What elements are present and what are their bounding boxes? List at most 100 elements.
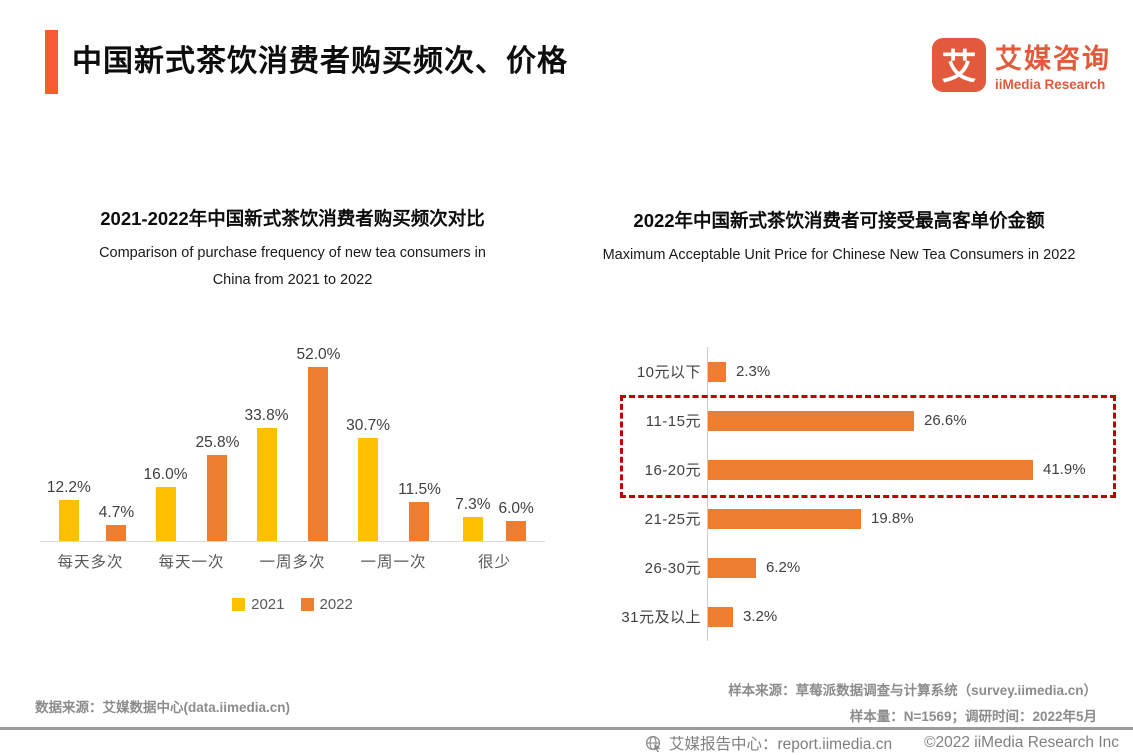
bar-2022 <box>409 502 430 541</box>
price-bar <box>708 410 914 431</box>
bar-value-label: 16.0% <box>143 466 188 483</box>
legend-swatch <box>232 598 246 611</box>
category-label: 每天一次 <box>158 554 225 571</box>
bar-value-label: 6.0% <box>498 500 534 517</box>
bar-2021 <box>358 438 379 541</box>
price-category-label: 16-20元 <box>644 462 701 479</box>
price-category-label: 21-25元 <box>644 511 701 528</box>
bar-group: 7.3% 6.0% <box>444 342 545 541</box>
price-value-label: 6.2% <box>766 559 801 576</box>
price-chart-title-cn: 2022年中国新式茶饮消费者可接受最高客单价金额 <box>633 210 1045 231</box>
bar-value-label: 4.7% <box>98 504 135 521</box>
bar-group: 33.8% 52.0% <box>242 342 343 541</box>
bar-value-label: 12.2% <box>46 479 91 496</box>
price-bar-area: 41.9% <box>707 445 1118 494</box>
price-category-label: 11-15元 <box>645 413 701 430</box>
bar-item: 25.8% <box>195 342 240 541</box>
price-value-label: 2.3% <box>736 363 771 380</box>
brand-name-en: iiMedia Research <box>995 77 1106 92</box>
brand-logo: 艾 艾媒咨询 iiMedia Research <box>932 37 1111 92</box>
bar-item: 16.0% <box>144 342 188 541</box>
price-row: 26-30元 6.2% <box>560 543 1118 592</box>
frequency-chart-title-en-line2: China from 2021 to 2022 <box>212 272 373 288</box>
bar-2021 <box>256 428 277 541</box>
frequency-chart-title-cn: 2021-2022年中国新式茶饮消费者购买频次对比 <box>100 208 485 229</box>
iimedia-logo-icon: 艾 <box>932 37 986 92</box>
bar-item: 30.7% <box>346 342 390 541</box>
footer-data-source: 数据来源：艾媒数据中心(data.iimedia.cn) <box>35 700 291 715</box>
frequency-chart-plot: 12.2% 4.7% 16.0% 25.8% 33.8% 52.0% 30.7% 11.5% 7… <box>40 342 545 542</box>
legend-item-2022: 2022 <box>300 596 353 613</box>
bar-2021 <box>462 517 483 541</box>
footer-sample-info: 样本量：N=1569；调研时间：2022年5月 <box>849 709 1097 724</box>
legend-label: 2021 <box>251 596 285 613</box>
bar-group: 30.7% 11.5% <box>343 342 444 541</box>
category-label: 一周一次 <box>360 554 427 571</box>
category-label: 很少 <box>477 554 511 571</box>
legend-swatch <box>300 598 314 611</box>
price-bar <box>708 508 861 529</box>
bar-value-label: 33.8% <box>244 407 289 424</box>
price-bar-area: 26.6% <box>707 396 1118 445</box>
bar-item: 52.0% <box>296 342 341 541</box>
report-center-text: 艾媒报告中心：report.iimedia.cn <box>669 736 893 753</box>
bar-item: 7.3% <box>455 342 491 541</box>
bar-value-label: 30.7% <box>346 417 391 434</box>
bar-2022 <box>308 367 329 541</box>
footer-sample-source: 样本来源：草莓派数据调查与计算系统（survey.iimedia.cn） <box>728 683 1097 698</box>
brand-logo-text: 艾媒咨询 iiMedia Research <box>995 37 1111 92</box>
legend-label: 2022 <box>319 596 353 613</box>
price-value-label: 3.2% <box>743 608 778 625</box>
copyright-text: ©2022 iiMedia Research Inc <box>924 734 1120 751</box>
bar-2021 <box>58 500 79 541</box>
frequency-chart-section: 2021-2022年中国新式茶饮消费者购买频次对比 Comparison of … <box>40 205 545 613</box>
price-bar <box>708 557 756 578</box>
frequency-chart-legend: 2021 2022 <box>40 596 545 613</box>
globe-cursor-icon <box>645 735 662 752</box>
bar-value-label: 25.8% <box>195 434 240 451</box>
price-category-label: 31元及以上 <box>621 609 701 626</box>
legend-item-2021: 2021 <box>232 596 285 613</box>
brand-name-cn: 艾媒咨询 <box>995 44 1111 74</box>
bottom-bar: 艾媒报告中心：report.iimedia.cn ©2022 iiMedia R… <box>645 732 1119 754</box>
bottom-divider <box>0 727 1133 730</box>
price-bar-area: 2.3% <box>707 347 1118 396</box>
frequency-chart-title-en-line1: Comparison of purchase frequency of new … <box>99 245 486 261</box>
price-row: 11-15元 26.6% <box>560 396 1118 445</box>
category-label: 每天多次 <box>57 554 124 571</box>
bar-2021 <box>155 487 176 541</box>
bar-group: 16.0% 25.8% <box>141 342 242 541</box>
price-chart-title-en: Maximum Acceptable Unit Price for Chines… <box>602 247 1076 263</box>
bar-item: 12.2% <box>47 342 91 541</box>
price-chart: 10元以下 2.3% 11-15元 26.6% 16-20元 41.9% 21-25元 19.… <box>560 347 1118 641</box>
title-accent-bar <box>45 30 58 94</box>
bar-value-label: 7.3% <box>455 496 491 513</box>
price-value-label: 26.6% <box>924 412 967 429</box>
price-category-label: 10元以下 <box>636 364 701 381</box>
footer-sample-block: 样本来源：草莓派数据调查与计算系统（survey.iimedia.cn） 样本量… <box>728 678 1097 730</box>
bar-2022 <box>506 521 527 541</box>
bar-item: 6.0% <box>499 342 534 541</box>
bar-value-label: 52.0% <box>296 346 341 363</box>
price-row: 21-25元 19.8% <box>560 494 1118 543</box>
price-bar-area: 19.8% <box>707 494 1118 543</box>
page-title: 中国新式茶饮消费者购买频次、价格 <box>72 45 568 78</box>
bar-item: 11.5% <box>398 342 441 541</box>
price-bar <box>708 361 726 382</box>
bar-value-label: 11.5% <box>398 481 441 498</box>
price-value-label: 41.9% <box>1043 461 1086 478</box>
price-category-label: 26-30元 <box>644 560 701 577</box>
price-chart-rows: 10元以下 2.3% 11-15元 26.6% 16-20元 41.9% 21-25元 19.… <box>560 347 1118 641</box>
price-bar-area: 3.2% <box>707 592 1118 641</box>
price-bar <box>708 606 733 627</box>
bar-2022 <box>207 455 228 541</box>
price-chart-section: 2022年中国新式茶饮消费者可接受最高客单价金额 Maximum Accepta… <box>560 207 1118 641</box>
category-label: 一周多次 <box>259 554 326 571</box>
price-value-label: 19.8% <box>871 510 914 527</box>
price-row: 31元及以上 3.2% <box>560 592 1118 641</box>
bar-2022 <box>106 525 127 541</box>
price-row: 10元以下 2.3% <box>560 347 1118 396</box>
bar-item: 33.8% <box>245 342 289 541</box>
bar-item: 4.7% <box>99 342 134 541</box>
